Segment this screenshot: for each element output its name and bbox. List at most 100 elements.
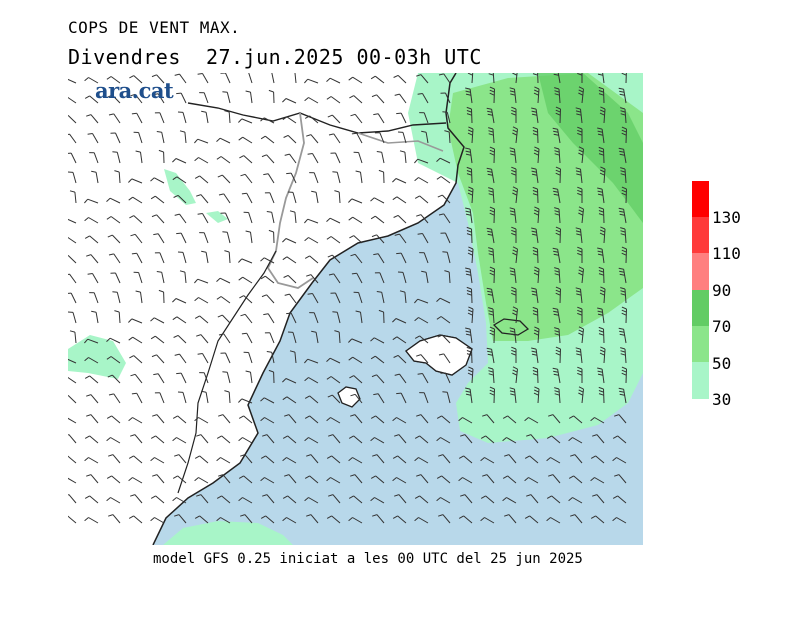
wind-barb <box>133 355 143 364</box>
wind-barb <box>594 417 605 424</box>
wind-barb <box>222 474 231 484</box>
wind-barb <box>88 457 99 464</box>
wind-barb-feather <box>151 214 157 218</box>
wind-barb <box>266 294 275 304</box>
wind-barb-feather <box>238 118 243 123</box>
wind-barb-feather <box>621 132 627 136</box>
wind-barb <box>329 357 341 364</box>
wind-barb-feather <box>392 417 397 422</box>
wind-barb <box>286 457 297 464</box>
wind-barb-feather <box>511 166 517 170</box>
wind-barb-feather <box>598 330 604 333</box>
wind-barb <box>330 477 341 484</box>
wind-barb <box>264 275 275 284</box>
wind-barb <box>399 233 407 244</box>
wind-barb <box>157 233 165 244</box>
wind-barb-feather <box>218 193 224 196</box>
wind-barb-feather <box>597 313 604 316</box>
wind-barb <box>396 336 407 344</box>
wind-barb <box>625 188 627 204</box>
wind-barb-feather <box>370 197 375 202</box>
wind-barb <box>134 233 143 244</box>
wind-barb-feather <box>598 153 604 156</box>
wind-barb-feather <box>393 74 399 78</box>
wind-barb <box>333 133 341 144</box>
wind-barb <box>508 514 517 524</box>
wind-barb-feather <box>554 393 560 396</box>
wind-barb-feather <box>487 293 493 296</box>
wind-barb <box>176 176 187 184</box>
wind-barb-feather <box>553 313 559 316</box>
wind-barb-feather <box>546 457 551 462</box>
wind-barb-feather <box>598 86 604 90</box>
gust-zone-30-west <box>68 335 126 379</box>
wind-barb <box>400 252 407 264</box>
wind-barb-feather <box>91 310 97 313</box>
wind-barb <box>352 76 363 84</box>
wind-barb <box>537 268 540 284</box>
wind-barb-feather <box>222 371 228 373</box>
wind-barb-feather <box>532 130 538 133</box>
wind-barb-feather <box>69 190 76 193</box>
wind-barb <box>623 89 627 104</box>
wind-barb-feather <box>509 390 516 393</box>
wind-barb <box>221 435 231 444</box>
wind-barb-feather <box>620 290 626 293</box>
wind-barb-feather <box>128 515 134 519</box>
wind-barb <box>266 494 275 504</box>
wind-barb <box>332 394 341 404</box>
wind-barb <box>288 414 297 424</box>
wind-barb <box>400 112 407 124</box>
wind-barb-feather <box>216 296 222 300</box>
wind-barb-feather <box>489 212 495 216</box>
wind-barb-feather <box>348 435 354 439</box>
wind-barb-feather <box>600 166 606 170</box>
wind-barb-feather <box>620 110 626 113</box>
wind-barb-feather <box>260 117 265 122</box>
wind-barb-feather <box>592 494 598 497</box>
wind-barb-feather <box>417 93 423 95</box>
wind-barb <box>354 393 363 404</box>
wind-barb <box>93 292 99 304</box>
wind-barb <box>616 517 627 524</box>
wind-barb-feather <box>373 253 379 256</box>
wind-barb-feather <box>436 437 441 442</box>
wind-barb-feather <box>533 272 539 276</box>
wind-barb <box>354 113 363 124</box>
wind-barb <box>395 318 407 324</box>
wind-barb-feather <box>531 230 537 233</box>
wind-barb <box>375 475 385 484</box>
wind-barb <box>267 313 275 324</box>
wind-barb-feather <box>599 229 606 233</box>
wind-barb-feather <box>416 354 422 357</box>
wind-barb-feather <box>394 373 400 376</box>
wind-barb-feather <box>238 276 243 281</box>
wind-barb <box>601 129 605 144</box>
wind-barb <box>618 414 627 424</box>
wind-barb <box>332 494 341 504</box>
wind-barb <box>307 78 319 84</box>
wind-barb <box>292 332 297 344</box>
wind-barb <box>219 137 231 144</box>
wind-barb-feather <box>620 227 626 230</box>
wind-barb-feather <box>128 178 133 183</box>
wind-barb <box>202 213 209 224</box>
wind-barb-feather <box>578 332 584 336</box>
wind-barb-feather <box>524 455 530 459</box>
wind-barb-feather <box>444 270 450 273</box>
wind-barb-feather <box>436 157 441 162</box>
wind-barb <box>581 209 584 224</box>
wind-barb-feather <box>239 295 245 299</box>
wind-barb-feather <box>552 187 558 190</box>
wind-barb-feather <box>326 477 331 482</box>
wind-barb-feather <box>599 349 606 353</box>
wind-barb-feather <box>349 375 355 379</box>
wind-barb-feather <box>130 93 136 97</box>
wind-barb-feather <box>224 390 230 393</box>
wind-barb <box>417 298 429 304</box>
wind-barb-feather <box>158 149 164 153</box>
wind-barb <box>161 272 165 284</box>
wind-barb <box>310 454 319 464</box>
wind-barb-feather <box>467 73 473 76</box>
wind-barb <box>244 173 253 184</box>
